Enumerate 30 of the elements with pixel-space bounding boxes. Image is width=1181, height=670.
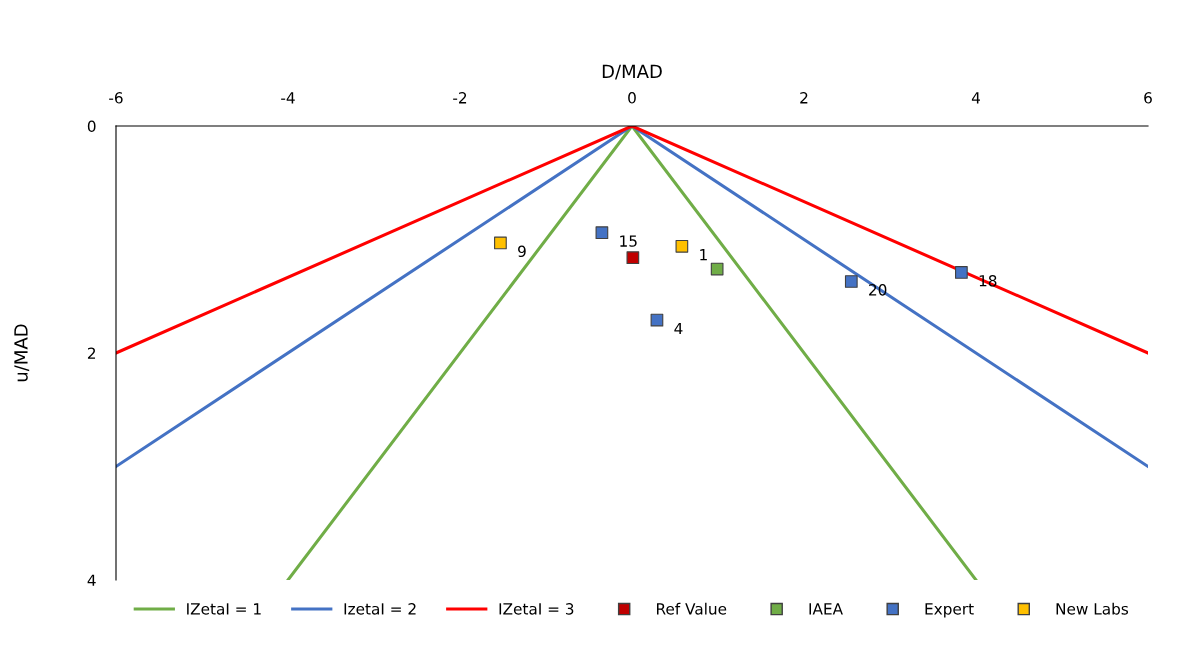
x-tick-label: -4 [281, 92, 295, 104]
annotation: 9 [518, 245, 526, 258]
legend-label: IAEA [809, 603, 843, 615]
annotation: 4 [674, 322, 683, 335]
y-axis-title: u/MAD [14, 324, 30, 382]
point [675, 239, 689, 253]
legend-label: IzetaI = 2 [344, 603, 416, 615]
legend-label: Ref Value [657, 602, 727, 615]
x-axis-title: D/MAD [602, 64, 662, 80]
annotation: 1 [700, 249, 707, 261]
point [955, 266, 968, 279]
y-tick-label: 0 [87, 120, 96, 133]
x-tick-label: 0 [628, 92, 636, 104]
legend-label: IZetaI = 1 [187, 603, 261, 615]
legend-label: IZetaI = 3 [499, 603, 574, 615]
x-tick-label: 4 [971, 92, 980, 104]
x-tick-label: -6 [109, 92, 123, 104]
point [626, 251, 640, 265]
point [595, 226, 609, 240]
y-tick-label: 4 [87, 574, 96, 586]
point [844, 275, 858, 288]
x-tick-label: 2 [800, 92, 808, 104]
x-tick-label: 6 [1144, 92, 1152, 104]
legend-label: Expert [925, 603, 974, 618]
legend-label: New Labs [1056, 602, 1129, 615]
y-tick-label: 2 [87, 347, 96, 359]
annotation: 15 [620, 235, 637, 247]
point [494, 236, 507, 250]
point [710, 262, 724, 276]
x-tick-label: -2 [453, 92, 467, 104]
